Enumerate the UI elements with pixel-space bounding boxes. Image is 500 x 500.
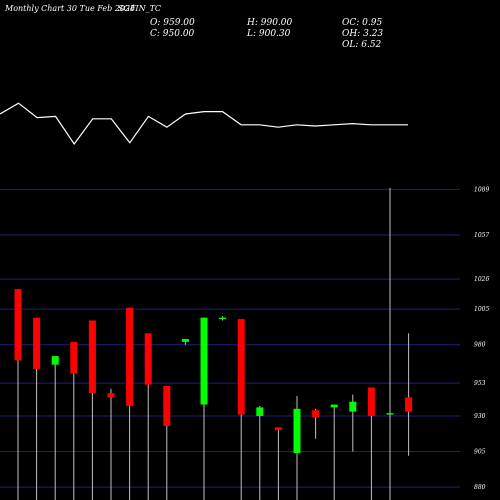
candle <box>312 408 320 439</box>
candle <box>386 188 394 500</box>
candle <box>237 319 245 500</box>
oh-value: OH: 3.23 <box>342 29 384 39</box>
candle <box>349 394 357 452</box>
oc-value: OC: 0.95 <box>342 18 383 28</box>
candle-body <box>349 401 357 412</box>
candle-body <box>70 341 78 374</box>
candle <box>200 317 208 500</box>
high-value: H: 990.00 <box>247 18 293 28</box>
candle-body <box>367 387 375 416</box>
candle-body <box>51 356 59 365</box>
candle-body <box>88 320 96 394</box>
y-tick-label: 1026 <box>474 276 489 283</box>
candle-body <box>237 319 245 415</box>
candle <box>293 396 301 500</box>
candle-body <box>14 289 22 361</box>
candle-body <box>163 386 171 426</box>
candle <box>181 339 189 345</box>
y-tick-label: 905 <box>474 449 486 456</box>
candle <box>33 317 41 500</box>
y-tick-label: 880 <box>474 484 486 491</box>
candle <box>107 388 115 500</box>
ol-value: OL: 6.52 <box>342 40 382 50</box>
candle <box>405 333 413 456</box>
candle <box>274 427 282 500</box>
candle-body <box>126 307 134 406</box>
y-tick-label: 930 <box>474 413 486 420</box>
candle-body <box>219 317 227 320</box>
candle-body <box>312 410 320 418</box>
candle-body <box>181 339 189 342</box>
candle-body <box>256 407 264 416</box>
candle <box>14 289 22 500</box>
candle-body <box>274 427 282 431</box>
y-tick-label: 1057 <box>474 232 489 239</box>
candle <box>163 386 171 500</box>
chart-title: Monthly Chart 30 Tue Feb 2024 <box>5 4 136 13</box>
candle-body <box>107 393 115 398</box>
y-tick-label: 1005 <box>474 306 489 313</box>
open-value: O: 959.00 <box>150 18 195 28</box>
y-tick-label: 1089 <box>474 186 489 193</box>
close-value: C: 950.00 <box>150 29 195 39</box>
candle-body <box>33 317 41 369</box>
candle-body <box>386 413 394 415</box>
candle <box>126 307 134 500</box>
candle <box>256 405 264 500</box>
symbol-label: SGFIN_TC <box>118 4 162 13</box>
candle <box>88 320 96 500</box>
y-tick-label: 953 <box>474 380 486 387</box>
candle-body <box>405 397 413 412</box>
candle <box>70 341 78 500</box>
candle-body <box>200 317 208 405</box>
candle-body <box>330 404 338 408</box>
candle-body <box>293 408 301 453</box>
candle <box>144 333 152 500</box>
candle <box>367 387 375 500</box>
candle <box>219 316 227 321</box>
candle-body <box>144 333 152 385</box>
line-series <box>0 102 408 146</box>
candle <box>330 404 338 500</box>
low-value: L: 900.30 <box>247 29 291 39</box>
candle <box>51 356 59 500</box>
y-tick-label: 980 <box>474 342 486 349</box>
